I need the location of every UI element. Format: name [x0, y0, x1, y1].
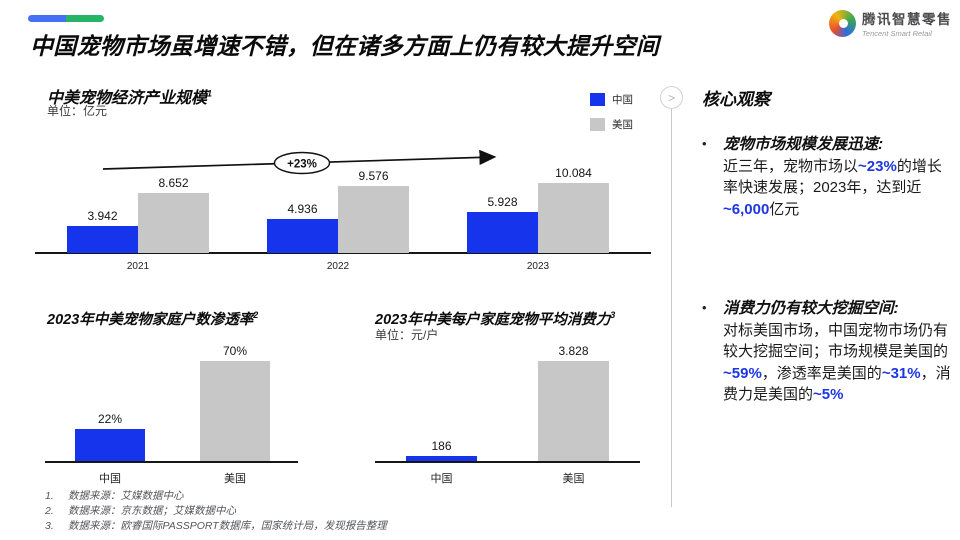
footnote-text: 数据来源：京东数据；艾媒数据中心	[68, 505, 236, 517]
bar-value-label: 186	[431, 439, 452, 454]
main-chart-title-text: 中美宠物经济产业规模	[47, 90, 208, 107]
bar-value-label: 70%	[222, 343, 248, 358]
accent-bar	[28, 15, 104, 22]
bullet-text: 对标美国市场，中国宠物市场仍有较大挖掘空间；市场规模是美国的 ~59%，渗透率是美…	[723, 320, 953, 406]
tencent-smart-retail-logo: 腾讯智慧零售 Tencent Smart Retail	[829, 8, 952, 38]
spend-chart-title-text: 2023年中美每户家庭宠物平均消费力	[375, 312, 611, 328]
main-chart-footnote-ref: 1	[207, 88, 213, 99]
data-source-footnotes: 1. 数据来源：艾媒数据中心 2. 数据来源：京东数据；艾媒数据中心 3. 数据来源：欧睿…	[45, 489, 387, 534]
highlight-stat: ~23%	[858, 157, 897, 175]
x-axis	[375, 461, 640, 463]
growth-badge-ellipse	[273, 151, 331, 175]
text-segment: 的增长率快速发展；2023年，达到近	[723, 157, 942, 197]
spend-chart-title: 2023年中美每户家庭宠物平均消费力3	[375, 308, 615, 329]
spend-chart-unit: 单位：元/户	[375, 328, 439, 342]
footnote-text: 数据来源：艾媒数据中心	[68, 490, 184, 502]
bar-value-label: 22%	[97, 412, 123, 427]
key-observations-panel: 核心观察 • 宠物市场规模发展迅速: 近三年，宠物市场以~23%的增长率快速发展…	[702, 85, 954, 505]
spend-chart-section: 2023年中美每户家庭宠物平均消费力3 单位：元/户 186 中国 3.828 美国	[375, 305, 645, 495]
text-segment: ，消费力是美国的	[723, 364, 951, 404]
main-chart-unit: 单位：亿元	[47, 104, 108, 118]
observation-bullet-spending-power: • 消费力仍有较大挖掘空间: 对标美国市场，中国宠物市场仍有较大挖掘空间；市场规…	[702, 298, 953, 406]
bar-中国-2023	[467, 211, 538, 253]
growth-arrow-annotation: +23%	[102, 149, 497, 175]
axis-tick-中国: 中国	[99, 473, 121, 485]
bar-value-label: 9.576	[358, 169, 389, 184]
x-axis	[35, 252, 651, 254]
axis-tick-2022: 2022	[326, 261, 350, 272]
bar-中国	[75, 429, 145, 461]
bar-中国-2022	[267, 218, 338, 253]
bar-美国	[538, 361, 609, 461]
chart-legend: 中国 美国	[590, 92, 633, 142]
tencent-logo-icon	[829, 9, 856, 37]
main-chart-title: 中美宠物经济产业规模1	[47, 84, 212, 108]
bullet-marker: •	[702, 300, 707, 315]
bullet-title: 宠物市场规模发展迅速:	[723, 136, 884, 153]
bar-中国	[406, 456, 477, 461]
bullet-text: 近三年，宠物市场以~23%的增长率快速发展；2023年，达到近 ~6,000亿元	[723, 156, 953, 221]
legend-swatch-china	[590, 93, 605, 106]
bar-美国-2023	[538, 182, 609, 253]
penetration-chart-title-text: 2023年中美宠物家庭户数渗透率	[47, 312, 254, 328]
text-segment: 对标美国市场，中国宠物市场仍有较大挖掘空间；市场规模是美国的	[723, 321, 949, 361]
bullet-marker: •	[702, 136, 707, 151]
highlight-stat: ~6,000	[723, 200, 770, 218]
section-divider-line	[671, 108, 672, 507]
x-axis	[45, 461, 298, 463]
axis-tick-2023: 2023	[526, 261, 550, 272]
penetration-chart-footnote-ref: 2	[253, 310, 259, 321]
penetration-chart-title: 2023年中美宠物家庭户数渗透率2	[47, 308, 258, 329]
highlight-stat: ~31%	[881, 364, 921, 382]
bullet-title: 消费力仍有较大挖掘空间:	[723, 300, 899, 317]
observation-bullet-market-growth: • 宠物市场规模发展迅速: 近三年，宠物市场以~23%的增长率快速发展；2023…	[702, 134, 953, 220]
observations-heading: 核心观察	[702, 90, 770, 109]
highlight-stat: ~59%	[723, 364, 762, 382]
accent-bar-blue	[28, 15, 66, 22]
legend-item-usa: 美国	[590, 117, 633, 132]
logo-name-en: Tencent Smart Retail	[862, 29, 932, 38]
spend-chart-footnote-ref: 3	[610, 310, 616, 321]
spend-bar-chart: 186 中国 3.828 美国	[375, 305, 645, 495]
axis-tick-中国: 中国	[430, 473, 453, 485]
footnote-3: 3. 数据来源：欧睿国际PASSPORT数据库，国家统计局，发现报告整理	[45, 519, 387, 534]
penetration-bar-chart: 22% 中国 70% 美国	[45, 305, 345, 495]
bar-value-label: 3.942	[87, 208, 118, 223]
text-segment: 亿元	[769, 200, 800, 218]
chevron-right-icon[interactable]: >	[660, 86, 683, 109]
axis-tick-美国: 美国	[224, 473, 246, 485]
legend-item-china: 中国	[590, 92, 633, 107]
bar-value-label: 5.928	[487, 194, 518, 209]
text-segment: 近三年，宠物市场以	[723, 157, 859, 175]
legend-label-usa: 美国	[612, 119, 633, 131]
logo-name-cn: 腾讯智慧零售	[862, 12, 952, 27]
bar-value-label: 3.828	[558, 344, 589, 358]
highlight-stat: ~5%	[813, 386, 844, 403]
accent-bar-green	[66, 15, 104, 22]
page-title: 中国宠物市场虽增速不错，但在诸多方面上仍有较大提升空间	[30, 33, 660, 59]
axis-tick-2021: 2021	[126, 261, 150, 272]
bar-value-label: 8.652	[158, 175, 189, 190]
bar-value-label: 10.084	[555, 165, 592, 180]
bar-美国-2021	[138, 192, 209, 253]
text-segment: ，渗透率是美国的	[761, 364, 882, 382]
industry-scale-bar-chart: +23% 3.942 8.652 2021 4.936 9.576 2022 5.928 10…	[30, 140, 652, 280]
bar-美国-2022	[338, 186, 409, 253]
penetration-chart-section: 2023年中美宠物家庭户数渗透率2 22% 中国 70% 美国	[45, 305, 345, 495]
axis-tick-美国: 美国	[562, 473, 585, 485]
footnote-number: 3.	[45, 520, 54, 532]
legend-label-china: 中国	[612, 94, 633, 106]
footnote-text: 数据来源：欧睿国际PASSPORT数据库，国家统计局，发现报告整理	[68, 520, 387, 532]
footnote-1: 1. 数据来源：艾媒数据中心	[45, 489, 387, 504]
footnote-number: 2.	[45, 505, 54, 517]
bar-value-label: 4.936	[287, 201, 318, 216]
footnote-2: 2. 数据来源：京东数据；艾媒数据中心	[45, 504, 387, 519]
bar-中国-2021	[67, 225, 138, 253]
legend-swatch-usa	[590, 118, 605, 131]
footnote-number: 1.	[45, 490, 54, 502]
bar-美国	[200, 360, 270, 461]
growth-badge-label: +23%	[287, 159, 317, 171]
